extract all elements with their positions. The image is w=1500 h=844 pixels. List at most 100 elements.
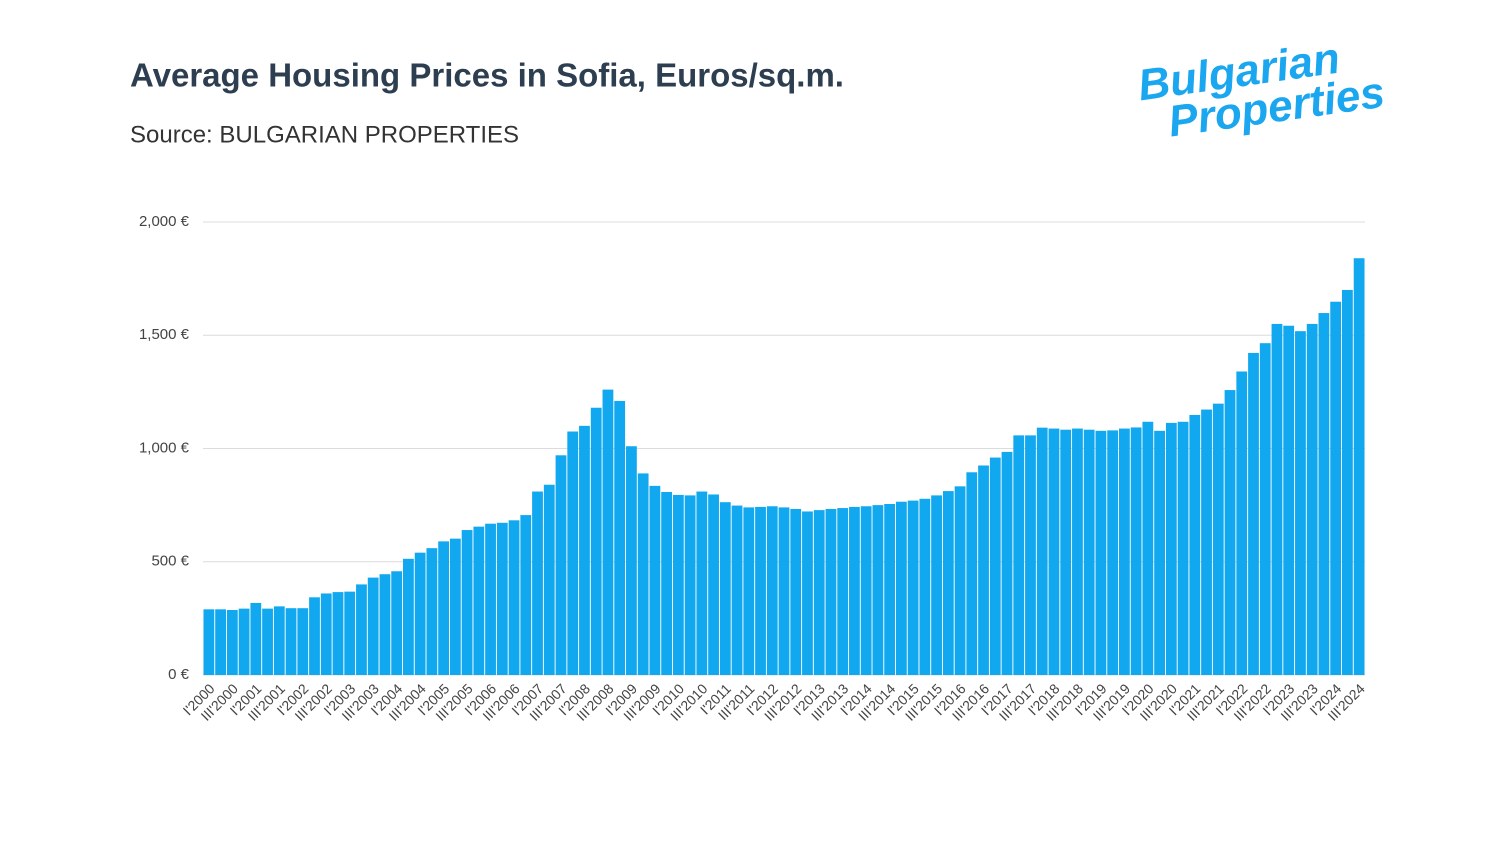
bar — [1236, 371, 1248, 675]
bar — [250, 602, 262, 675]
bar — [285, 608, 297, 675]
bar — [966, 472, 978, 675]
bar — [1118, 428, 1130, 675]
bar — [1095, 430, 1107, 675]
bar — [802, 511, 813, 675]
bar — [1060, 429, 1072, 675]
bar — [708, 494, 719, 675]
bar — [1142, 421, 1154, 675]
bar — [496, 522, 508, 675]
bar — [954, 486, 966, 675]
bar — [590, 407, 602, 675]
bar — [226, 609, 238, 675]
bar — [696, 491, 708, 675]
bar — [1048, 428, 1060, 675]
y-tick-label: 500 € — [151, 553, 189, 570]
bar — [320, 593, 332, 675]
bar — [379, 574, 391, 675]
bar — [508, 520, 520, 675]
bar — [614, 400, 626, 675]
bar — [1259, 343, 1271, 675]
bar — [367, 577, 379, 675]
bar — [813, 510, 825, 675]
bar — [356, 584, 367, 675]
bar — [543, 484, 555, 675]
bar — [989, 457, 1001, 675]
bar — [661, 491, 673, 675]
bar — [1201, 409, 1212, 675]
y-tick-label: 1,500 € — [139, 326, 190, 343]
bar — [332, 592, 344, 675]
chart-subtitle: Source: BULGARIAN PROPERTIES — [130, 121, 519, 148]
bar — [1013, 435, 1025, 675]
bar — [203, 609, 215, 675]
y-tick-label: 1,000 € — [139, 439, 190, 456]
bar — [1165, 422, 1177, 675]
bar — [485, 523, 496, 675]
bar — [1189, 414, 1201, 675]
bar — [626, 446, 637, 675]
bar — [262, 608, 273, 675]
bar — [1107, 430, 1119, 675]
bar — [1318, 313, 1330, 675]
bar — [1295, 331, 1306, 675]
bar — [215, 609, 227, 675]
bar — [579, 425, 590, 675]
bar — [942, 491, 954, 675]
bar — [1130, 427, 1142, 675]
bar — [1224, 390, 1236, 675]
bar — [766, 506, 778, 675]
bar — [438, 541, 450, 675]
bar — [555, 455, 567, 675]
bar — [391, 571, 403, 675]
bar — [672, 494, 684, 675]
bar — [755, 506, 766, 675]
y-tick-label: 0 € — [168, 666, 190, 683]
bar — [884, 503, 896, 675]
bar — [426, 548, 438, 675]
bar — [1025, 435, 1036, 675]
bar — [1330, 301, 1342, 675]
bar — [649, 485, 661, 675]
bar — [978, 465, 989, 675]
bar — [473, 526, 485, 675]
bar — [1177, 421, 1189, 675]
bar — [931, 495, 942, 675]
bar — [919, 498, 931, 675]
bar — [872, 505, 884, 675]
bar — [238, 608, 250, 675]
bar — [449, 538, 461, 675]
bar — [414, 552, 426, 675]
bar — [1283, 325, 1295, 675]
y-tick-label: 2,000 € — [139, 213, 190, 230]
bar — [602, 389, 614, 675]
bar — [849, 506, 860, 675]
bar — [309, 597, 320, 675]
bar — [1306, 323, 1318, 675]
bar — [567, 431, 579, 675]
bar — [1083, 429, 1095, 675]
bar — [461, 530, 473, 675]
bar — [895, 501, 907, 675]
bar — [1341, 289, 1353, 675]
bar — [743, 507, 755, 675]
bar — [837, 508, 849, 675]
bar — [684, 495, 696, 675]
chart-title: Average Housing Prices in Sofia, Euros/s… — [130, 57, 844, 94]
bar — [1271, 323, 1283, 675]
bar — [1072, 428, 1083, 675]
bar — [403, 558, 414, 675]
bar — [907, 500, 919, 675]
bar — [520, 515, 532, 675]
bar — [825, 508, 837, 675]
bar — [1154, 430, 1165, 675]
bar — [719, 502, 731, 675]
bar — [778, 507, 790, 675]
bar — [790, 508, 802, 675]
bar — [1353, 258, 1365, 675]
bar — [637, 473, 649, 675]
bar — [297, 608, 309, 675]
bar — [1036, 427, 1048, 675]
